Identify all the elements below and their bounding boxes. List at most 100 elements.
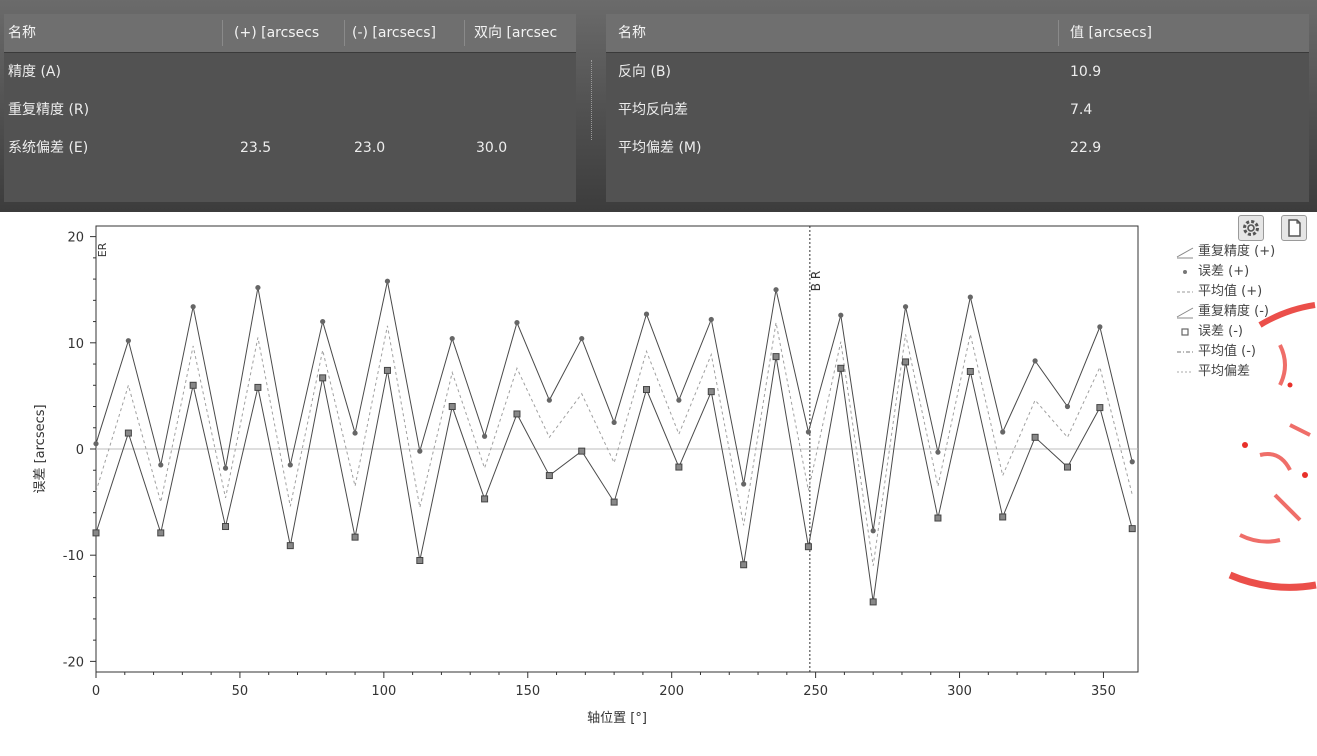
col-header-plus[interactable]: (+) [arcsecs xyxy=(234,25,320,41)
data-point[interactable] xyxy=(125,338,131,344)
data-point[interactable] xyxy=(1031,433,1039,441)
col-header-name[interactable]: 名称 xyxy=(618,25,646,41)
data-point[interactable] xyxy=(190,304,196,310)
legend-item[interactable]: 误差 (+) xyxy=(1176,262,1317,282)
x-tick-label: 0 xyxy=(92,684,100,699)
table-row[interactable]: 重复精度 (R) xyxy=(4,91,576,129)
data-point[interactable] xyxy=(1096,404,1104,412)
data-point[interactable] xyxy=(869,598,877,606)
data-point[interactable] xyxy=(1097,324,1103,330)
data-point[interactable] xyxy=(513,410,521,418)
data-point[interactable] xyxy=(1063,463,1071,471)
data-point[interactable] xyxy=(610,498,618,506)
data-point[interactable] xyxy=(93,441,99,447)
col-header-value[interactable]: 值 [arcsecs] xyxy=(1070,25,1152,41)
data-point[interactable] xyxy=(741,481,747,487)
data-point[interactable] xyxy=(157,529,165,537)
data-point[interactable] xyxy=(222,465,229,471)
column-separator[interactable] xyxy=(344,20,345,46)
data-point[interactable] xyxy=(1032,358,1038,364)
data-point[interactable] xyxy=(124,429,132,437)
results-panel: 名称 (+) [arcsecs (-) [arcsecs] 双向 [arcsec… xyxy=(0,0,1317,212)
data-point[interactable] xyxy=(740,561,748,569)
col-header-name[interactable]: 名称 xyxy=(8,25,36,41)
copy-icon[interactable] xyxy=(1281,215,1307,241)
legend-item[interactable]: 重复精度 (+) xyxy=(1176,242,1317,262)
data-point[interactable] xyxy=(1000,429,1006,435)
data-point[interactable] xyxy=(158,462,164,468)
data-point[interactable] xyxy=(546,397,552,403)
data-point[interactable] xyxy=(675,463,683,471)
col-header-minus[interactable]: (-) [arcsecs] xyxy=(352,25,436,41)
data-point[interactable] xyxy=(481,433,488,439)
column-separator[interactable] xyxy=(464,20,465,46)
data-point[interactable] xyxy=(351,533,359,541)
data-point[interactable] xyxy=(481,495,489,503)
data-point[interactable] xyxy=(676,397,682,403)
data-point[interactable] xyxy=(545,472,553,480)
data-point[interactable] xyxy=(999,513,1007,521)
data-point[interactable] xyxy=(805,429,812,435)
data-point[interactable] xyxy=(189,381,197,389)
data-point[interactable] xyxy=(967,294,973,300)
legend-label: 平均值 (-) xyxy=(1198,344,1256,359)
gear-icon[interactable] xyxy=(1238,215,1264,241)
data-point[interactable] xyxy=(222,523,230,531)
data-point[interactable] xyxy=(935,449,941,455)
legend-item[interactable]: 误差 (-) xyxy=(1176,322,1317,342)
data-point[interactable] xyxy=(708,316,714,323)
table-row[interactable]: 精度 (A) xyxy=(4,53,576,91)
data-point[interactable] xyxy=(1064,403,1071,410)
data-point[interactable] xyxy=(837,364,845,372)
data-point[interactable] xyxy=(870,528,876,534)
column-separator[interactable] xyxy=(222,20,223,46)
series-line[interactable] xyxy=(95,322,1133,566)
dashed-line-icon xyxy=(1177,371,1193,373)
data-point[interactable] xyxy=(966,367,974,375)
table-row[interactable]: 系统偏差 (E) 23.5 23.0 30.0 xyxy=(4,129,576,167)
data-point[interactable] xyxy=(1128,525,1136,533)
data-point[interactable] xyxy=(254,383,262,391)
data-point[interactable] xyxy=(514,320,520,326)
data-point[interactable] xyxy=(417,448,423,454)
data-point[interactable] xyxy=(611,419,617,426)
data-point[interactable] xyxy=(578,447,586,455)
panel-splitter[interactable] xyxy=(591,60,594,140)
data-point[interactable] xyxy=(383,366,391,374)
legend-item[interactable]: 重复精度 (-) xyxy=(1176,302,1317,322)
y-axis-label: 误差 [arcsecs] xyxy=(33,404,48,493)
column-separator[interactable] xyxy=(1058,20,1059,46)
data-point[interactable] xyxy=(384,278,391,284)
legend-item[interactable]: 平均值 (+) xyxy=(1176,282,1317,302)
data-point[interactable] xyxy=(934,514,942,522)
data-point[interactable] xyxy=(643,386,651,394)
data-point[interactable] xyxy=(902,358,910,366)
data-point[interactable] xyxy=(319,374,327,382)
table-row[interactable]: 平均反向差 7.4 xyxy=(606,91,1309,129)
row-label: 平均偏差 (M) xyxy=(618,140,702,156)
data-point[interactable] xyxy=(286,542,294,550)
error-chart[interactable]: 0 50 100 150 200 250 300 350 -20 -10 0 10 20 轴位置 [°] 误… xyxy=(0,212,1317,756)
data-point[interactable] xyxy=(287,462,293,468)
data-point[interactable] xyxy=(579,335,585,342)
table-row[interactable]: 平均偏差 (M) 22.9 xyxy=(606,129,1309,167)
data-point[interactable] xyxy=(352,430,358,436)
data-point[interactable] xyxy=(643,311,650,317)
data-point[interactable] xyxy=(449,335,455,342)
data-point[interactable] xyxy=(772,353,780,361)
data-point[interactable] xyxy=(320,318,326,325)
data-point[interactable] xyxy=(255,284,261,291)
data-point[interactable] xyxy=(92,529,100,537)
data-point[interactable] xyxy=(838,312,844,318)
data-point[interactable] xyxy=(1129,459,1135,465)
data-point[interactable] xyxy=(707,388,715,396)
data-point[interactable] xyxy=(416,557,424,564)
legend-item[interactable]: 平均偏差 xyxy=(1176,362,1317,382)
data-point[interactable] xyxy=(773,287,779,293)
data-point[interactable] xyxy=(448,403,456,411)
col-header-bidirectional[interactable]: 双向 [arcsec xyxy=(474,25,558,41)
legend-item[interactable]: 平均值 (-) xyxy=(1176,342,1317,362)
data-point[interactable] xyxy=(902,304,909,310)
table-row[interactable]: 反向 (B) 10.9 xyxy=(606,53,1309,91)
data-point[interactable] xyxy=(804,543,812,551)
